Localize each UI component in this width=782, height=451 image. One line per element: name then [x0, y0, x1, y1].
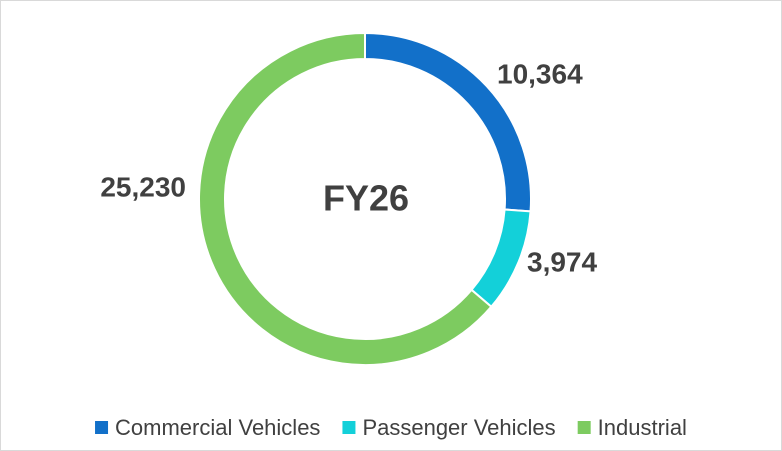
data-label: 3,974 — [527, 246, 597, 277]
data-label: 25,230 — [100, 171, 186, 202]
legend-swatch — [577, 421, 591, 434]
center-label: FY26 — [323, 178, 409, 219]
donut-slice — [198, 31, 493, 366]
legend-label: Passenger Vehicles — [362, 415, 555, 440]
data-label: 10,364 — [497, 58, 583, 89]
legend-label: Commercial Vehicles — [115, 415, 320, 440]
legend-swatch — [342, 421, 356, 434]
legend-swatch — [95, 421, 109, 434]
legend-label: Industrial — [598, 415, 687, 440]
